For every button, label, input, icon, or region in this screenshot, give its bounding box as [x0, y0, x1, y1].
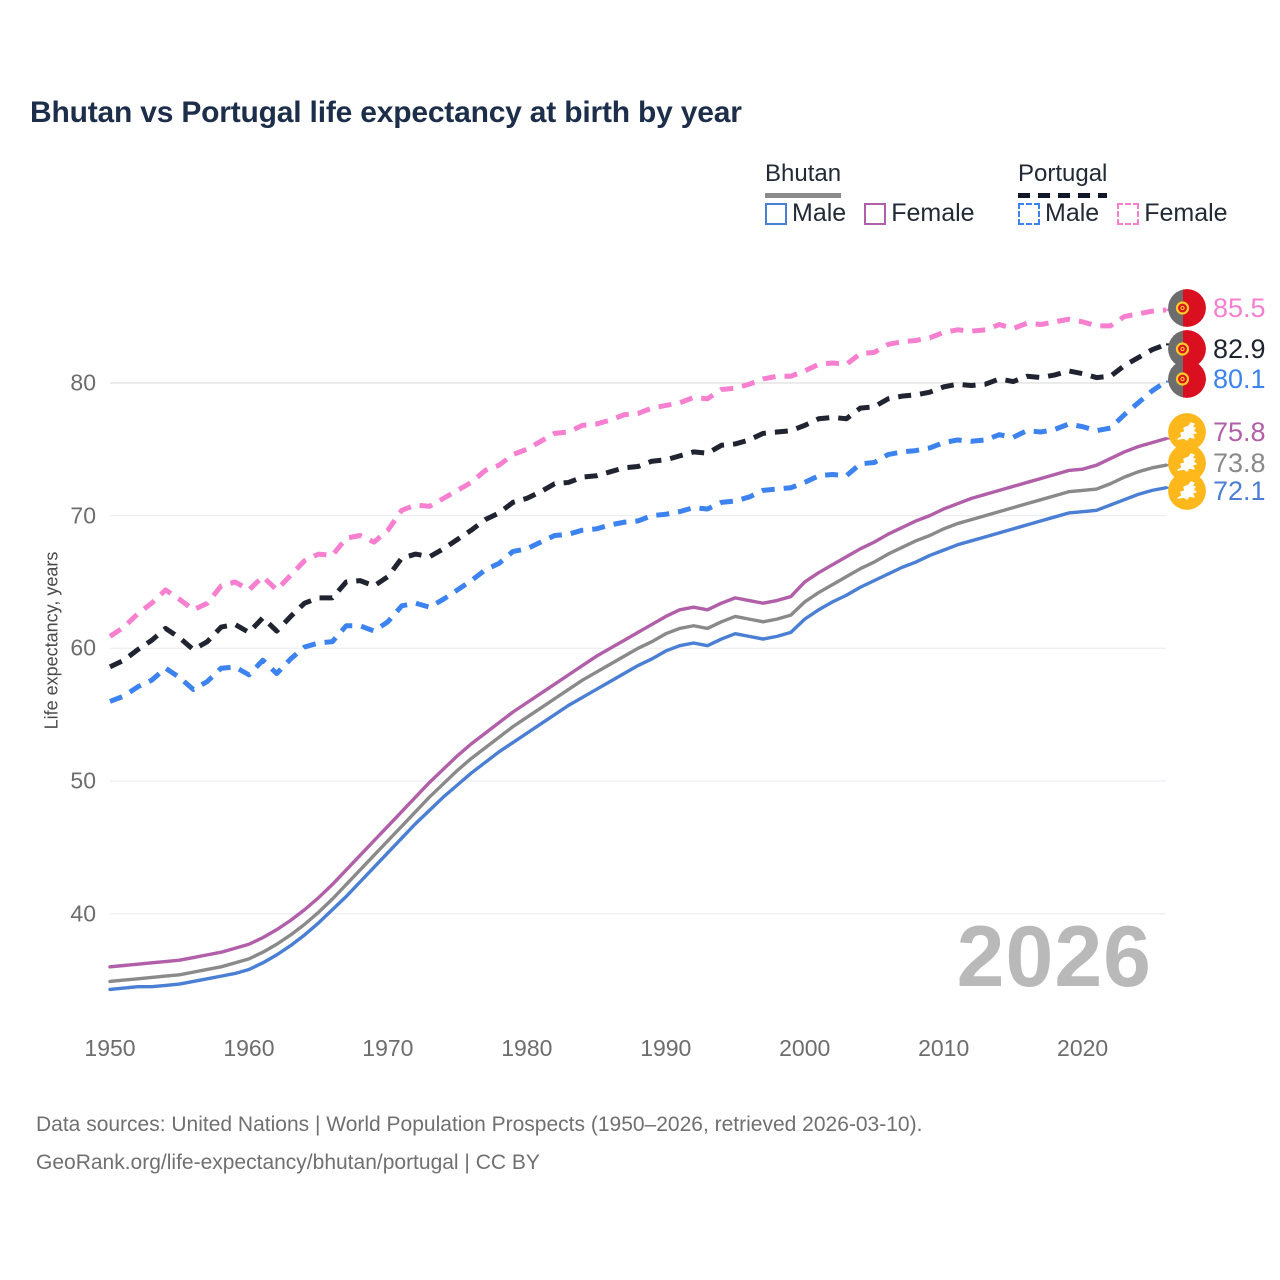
- x-tick-label: 1970: [362, 1035, 414, 1061]
- legend-items-bhutan: Male Female: [765, 199, 975, 228]
- endpoint-value-label: 85.5: [1213, 292, 1266, 323]
- legend-rule-portugal: [1018, 193, 1108, 198]
- chart-legend: Bhutan Male Female Portugal: [760, 160, 1260, 240]
- legend-item-portugal-female[interactable]: Female: [1117, 199, 1228, 228]
- square-outline-icon: [765, 202, 787, 225]
- square-dashed-icon: [1018, 202, 1040, 225]
- bhutan-flag-icon: [1168, 413, 1206, 451]
- x-tick-label: 1960: [223, 1035, 275, 1061]
- x-tick-label: 1990: [640, 1035, 692, 1061]
- y-tick-label: 70: [70, 502, 96, 529]
- legend-item-label: Male: [792, 199, 847, 227]
- x-tick-label: 2000: [779, 1035, 831, 1061]
- endpoint-marker[interactable]: 85.5: [1168, 289, 1266, 327]
- portugal-flag-icon: [1168, 289, 1206, 327]
- bhutan-flag-icon: [1168, 472, 1206, 510]
- endpoint-value-label: 72.1: [1213, 475, 1266, 506]
- portugal-flag-icon: [1168, 330, 1206, 368]
- endpoint-marker[interactable]: 82.9: [1168, 330, 1266, 368]
- legend-item-portugal-male[interactable]: Male: [1018, 199, 1099, 228]
- legend-item-bhutan-female[interactable]: Female: [864, 199, 975, 228]
- y-tick-label: 80: [70, 369, 96, 396]
- y-tick-label: 50: [70, 767, 96, 794]
- legend-group-bhutan: Bhutan Male Female: [765, 160, 975, 227]
- portugal-flag-icon: [1168, 360, 1206, 398]
- page-title: Bhutan vs Portugal life expectancy at bi…: [30, 96, 742, 129]
- square-dashed-icon: [1117, 202, 1140, 225]
- y-tick-label: 40: [70, 900, 96, 927]
- endpoint-value-label: 82.9: [1213, 333, 1266, 364]
- legend-items-portugal: Male Female: [1018, 199, 1228, 228]
- legend-country-label-bhutan: Bhutan: [765, 160, 842, 187]
- legend-country-bhutan: Bhutan: [765, 160, 842, 198]
- legend-country-portugal: Portugal: [1018, 160, 1108, 198]
- legend-rule-bhutan: [765, 193, 842, 198]
- footer-line-url: GeoRank.org/life-expectancy/bhutan/portu…: [36, 1151, 540, 1174]
- endpoint-value-label: 80.1: [1213, 363, 1266, 394]
- x-tick-label: 1950: [84, 1035, 136, 1061]
- endpoint-marker[interactable]: 80.1: [1168, 360, 1266, 398]
- x-tick-label: 1980: [501, 1035, 553, 1061]
- legend-country-label-portugal: Portugal: [1018, 160, 1108, 187]
- legend-item-bhutan-male[interactable]: Male: [765, 199, 846, 228]
- x-tick-label: 2010: [918, 1035, 970, 1061]
- x-tick-label: 2020: [1057, 1035, 1109, 1061]
- endpoint-marker[interactable]: 72.1: [1168, 472, 1266, 510]
- y-tick-label: 60: [70, 634, 96, 661]
- footer: Data sources: United Nations | World Pop…: [36, 1106, 922, 1182]
- footer-line-sources: Data sources: United Nations | World Pop…: [36, 1113, 923, 1136]
- watermark-year: 2026: [956, 909, 1152, 1005]
- legend-item-label: Male: [1045, 199, 1100, 227]
- legend-item-label: Female: [891, 199, 975, 227]
- endpoint-value-label: 75.8: [1213, 416, 1266, 447]
- endpoint-value-label: 73.8: [1213, 447, 1266, 478]
- endpoint-marker[interactable]: 73.8: [1168, 444, 1266, 482]
- square-outline-icon: [864, 202, 887, 225]
- legend-item-label: Female: [1144, 199, 1228, 227]
- legend-group-portugal: Portugal Male Female: [1018, 160, 1228, 227]
- endpoint-marker[interactable]: 75.8: [1168, 413, 1266, 451]
